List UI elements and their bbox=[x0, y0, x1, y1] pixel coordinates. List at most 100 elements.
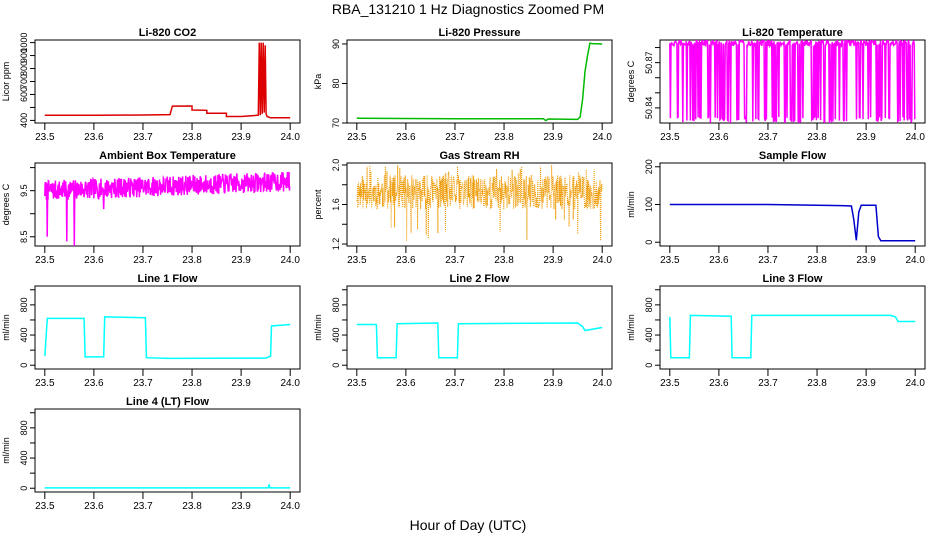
panel-3-title: Li-820 Temperature bbox=[742, 27, 843, 39]
panel-8-x-tick-label: 23.7 bbox=[445, 378, 465, 389]
panel-6-y-tick-label: 200 bbox=[644, 159, 654, 174]
panel-4-y-tick-label: 8.5 bbox=[19, 231, 29, 244]
panel-3-y-tick-label: 50.87 bbox=[644, 51, 654, 74]
panel-1-title: Li-820 CO2 bbox=[139, 27, 196, 39]
panel-2-title: Li-820 Pressure bbox=[439, 27, 521, 39]
figure-x-axis-label: Hour of Day (UTC) bbox=[409, 517, 527, 533]
panel-8-x-tick-label: 23.5 bbox=[347, 378, 367, 389]
panel-6-x-tick-label: 23.7 bbox=[758, 255, 778, 266]
panel-3-x-tick-label: 23.6 bbox=[709, 132, 729, 143]
panel-6-series-sample-flow bbox=[669, 203, 916, 242]
panel-8-y-tick-label: 400 bbox=[331, 328, 341, 343]
panel-2-x-tick-label: 23.7 bbox=[445, 132, 465, 143]
panel-1-y-tick-label: 900 bbox=[19, 48, 29, 63]
panel-9-y-tick-label: 800 bbox=[644, 297, 654, 312]
panel-10-x-tick-label: 23.6 bbox=[84, 501, 104, 512]
panel-10-y-axis-label: ml/min bbox=[1, 437, 11, 464]
panel-6-x-tick-label: 23.9 bbox=[856, 255, 876, 266]
panel-10-x-tick-label: 23.9 bbox=[231, 501, 251, 512]
panel-3-x-tick-label: 24.0 bbox=[905, 132, 925, 143]
panel-3-x-tick-label: 23.8 bbox=[807, 132, 827, 143]
panel-3-series-temperature bbox=[669, 40, 916, 123]
panel-6-x-tick-label: 24.0 bbox=[905, 255, 925, 266]
panel-9-x-tick-label: 23.6 bbox=[709, 378, 729, 389]
panel-9-series-line-3 bbox=[669, 314, 916, 359]
panel-8-title: Line 2 Flow bbox=[450, 273, 510, 285]
panel-9-plot-frame bbox=[659, 285, 926, 370]
panel-7-y-tick-label: 400 bbox=[19, 328, 29, 343]
panel-5-x-tick-label: 24.0 bbox=[592, 255, 612, 266]
panel-1-x-tick-label: 24.0 bbox=[280, 132, 300, 143]
panel-10-x-tick-label: 23.8 bbox=[182, 501, 202, 512]
panel-2-y-tick-label: 80 bbox=[331, 78, 341, 88]
panel-8-y-axis-label: ml/min bbox=[313, 314, 323, 341]
panel-10-y-tick-label: 400 bbox=[19, 451, 29, 466]
panel-1-y-tick-label: 800 bbox=[19, 61, 29, 76]
panel-9-y-tick-label: 400 bbox=[644, 328, 654, 343]
panel-6-x-tick-label: 23.8 bbox=[807, 255, 827, 266]
panel-6-x-tick-label: 23.5 bbox=[660, 255, 680, 266]
panel-2-plot-frame bbox=[346, 39, 613, 124]
panel-7-x-tick-label: 24.0 bbox=[280, 378, 300, 389]
panel-7-y-tick-label: 800 bbox=[19, 297, 29, 312]
panel-7-x-tick-label: 23.8 bbox=[182, 378, 202, 389]
panel-2-x-tick-label: 23.5 bbox=[347, 132, 367, 143]
panel-4-x-tick-label: 23.6 bbox=[84, 255, 104, 266]
panel-10-y-tick-label: 0 bbox=[19, 486, 29, 491]
panel-4-y-axis-label: degrees C bbox=[1, 183, 11, 225]
panel-8-x-tick-label: 23.8 bbox=[494, 378, 514, 389]
panel-7-title: Line 1 Flow bbox=[138, 273, 198, 285]
panel-1-series-co2 bbox=[44, 42, 291, 119]
panel-8-plot-frame bbox=[346, 285, 613, 370]
panel-10-x-tick-label: 23.7 bbox=[133, 501, 153, 512]
panel-2-series-pressure bbox=[356, 42, 603, 122]
panel-1-y-tick-label: 600 bbox=[19, 87, 29, 102]
panel-3-x-tick-label: 23.7 bbox=[758, 132, 778, 143]
panel-7-y-tick-label: 0 bbox=[19, 363, 29, 368]
panel-8-y-tick-label: 0 bbox=[331, 363, 341, 368]
panel-1-x-tick-label: 23.6 bbox=[84, 132, 104, 143]
panel-4-x-tick-label: 24.0 bbox=[280, 255, 300, 266]
panel-2-y-axis-label: kPa bbox=[313, 74, 323, 90]
panel-10-series-line-4 bbox=[44, 483, 291, 489]
panel-5-x-tick-label: 23.9 bbox=[543, 255, 563, 266]
panel-5-y-tick-label: 1.6 bbox=[331, 198, 341, 211]
panel-1-y-tick-label: 400 bbox=[19, 113, 29, 128]
panel-1-x-tick-label: 23.7 bbox=[133, 132, 153, 143]
panel-6-y-axis-label: ml/min bbox=[626, 191, 636, 218]
figure-title: RBA_131210 1 Hz Diagnostics Zoomed PM bbox=[331, 1, 605, 17]
panel-10-x-tick-label: 23.5 bbox=[35, 501, 55, 512]
panel-4-x-tick-label: 23.8 bbox=[182, 255, 202, 266]
panel-2-x-tick-label: 24.0 bbox=[592, 132, 612, 143]
panel-1-x-tick-label: 23.9 bbox=[231, 132, 251, 143]
panel-2-x-tick-label: 23.8 bbox=[494, 132, 514, 143]
panel-5-series-rh bbox=[356, 164, 603, 242]
panel-5-y-tick-label: 1.2 bbox=[331, 238, 341, 251]
panel-6-x-tick-label: 23.6 bbox=[709, 255, 729, 266]
panel-1-y-axis-label: Licor ppm bbox=[1, 62, 11, 102]
panel-1-y-tick-label: 1000 bbox=[19, 33, 29, 53]
panel-8-y-tick-label: 800 bbox=[331, 297, 341, 312]
panel-1-x-tick-label: 23.5 bbox=[35, 132, 55, 143]
panel-5-x-tick-label: 23.5 bbox=[347, 255, 367, 266]
panel-5-title: Gas Stream RH bbox=[439, 150, 519, 162]
panel-7-x-tick-label: 23.9 bbox=[231, 378, 251, 389]
panel-5-y-tick-label: 2.0 bbox=[331, 159, 341, 172]
panel-2-x-tick-label: 23.9 bbox=[543, 132, 563, 143]
panel-6-y-tick-label: 0 bbox=[644, 240, 654, 245]
panel-9-x-tick-label: 23.5 bbox=[660, 378, 680, 389]
panel-3-x-tick-label: 23.9 bbox=[856, 132, 876, 143]
panel-7-plot-frame bbox=[34, 285, 301, 370]
panel-3-y-axis-label: degrees C bbox=[626, 60, 636, 102]
panel-9-title: Line 3 Flow bbox=[763, 273, 823, 285]
panel-7-x-tick-label: 23.7 bbox=[133, 378, 153, 389]
panel-9-x-tick-label: 23.7 bbox=[758, 378, 778, 389]
panel-5-x-tick-label: 23.7 bbox=[445, 255, 465, 266]
panel-2-y-tick-label: 70 bbox=[331, 118, 341, 128]
panel-9-y-tick-label: 0 bbox=[644, 363, 654, 368]
panel-7-y-axis-label: ml/min bbox=[1, 314, 11, 341]
panel-8-series-line-2 bbox=[356, 322, 603, 359]
panel-3-y-tick-label: 50.84 bbox=[644, 97, 654, 120]
panel-8-x-tick-label: 23.6 bbox=[396, 378, 416, 389]
panel-6-y-tick-label: 100 bbox=[644, 197, 654, 212]
